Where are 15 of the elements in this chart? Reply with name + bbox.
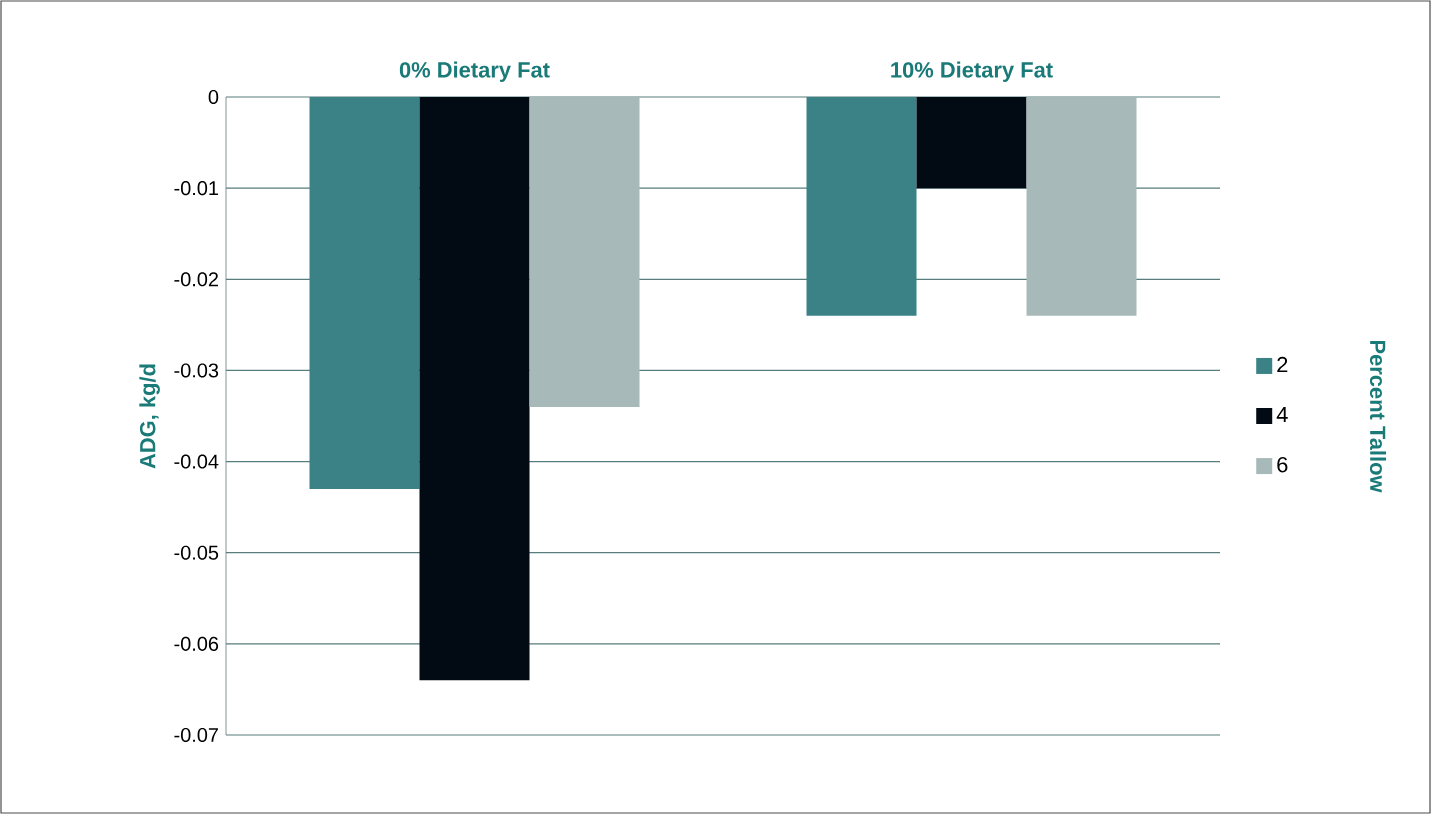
x-tick-label: 0% Dietary Fat [399, 61, 550, 82]
y-tick-label: -0.01 [174, 181, 219, 196]
y-tick-label: 0 [208, 89, 219, 105]
legend-title: Percent Tallow [1369, 340, 1387, 493]
y-tick-label: -0.05 [174, 545, 219, 560]
y-tick-label: -0.07 [174, 727, 218, 743]
y-tick-label: -0.04 [174, 454, 219, 469]
legend-label: 6 [1277, 456, 1288, 473]
x-tick-label: 10% Dietary Fat [891, 61, 1053, 82]
legend-label: 4 [1276, 406, 1288, 423]
y-tick-label: -0.02 [174, 272, 218, 287]
legend-label: 2 [1277, 356, 1288, 373]
y-tick-label: -0.03 [174, 363, 219, 378]
y-axis-title: ADG, kg/d [139, 364, 160, 469]
y-tick-label: -0.06 [174, 636, 219, 651]
